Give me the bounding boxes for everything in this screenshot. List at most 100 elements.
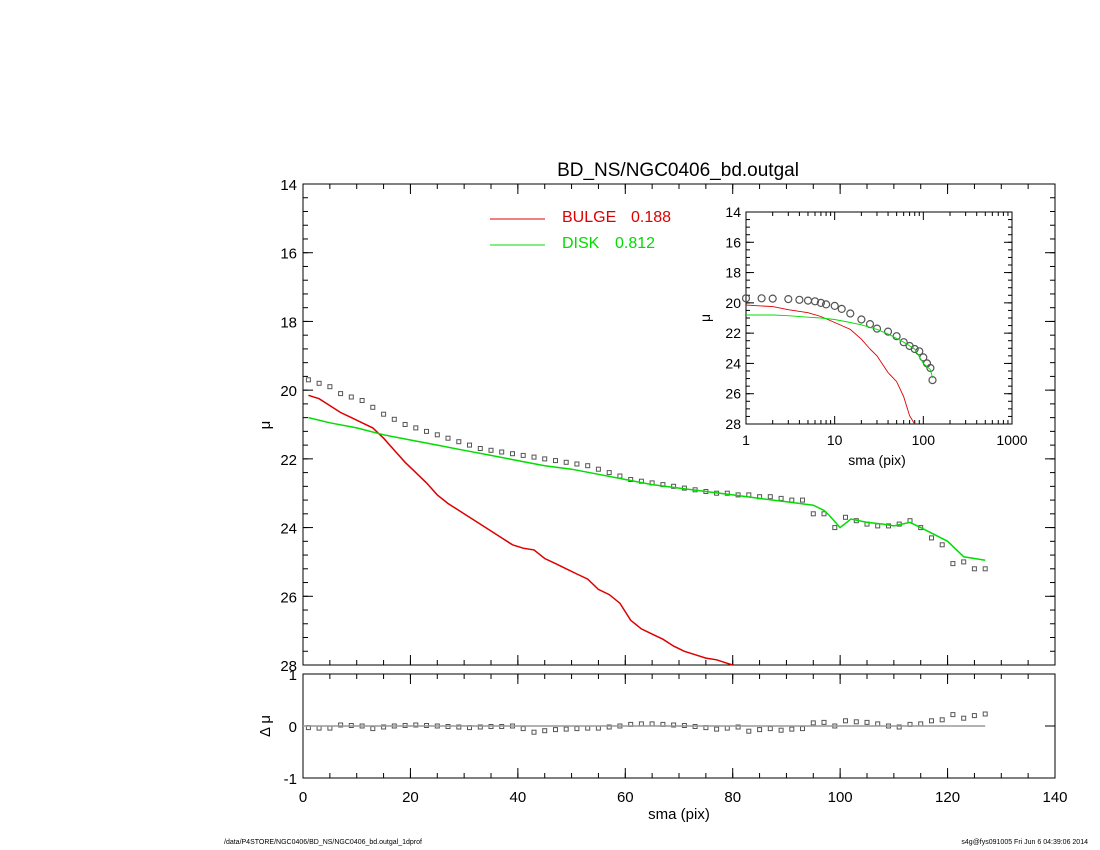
inset-y-tick-label: 26 <box>725 386 741 402</box>
main-y-tick-label: 28 <box>280 658 297 675</box>
residual-data-point <box>950 712 956 718</box>
inset-data-point <box>837 304 846 313</box>
main-data-point <box>821 511 827 517</box>
inset-y-axis-label: μ <box>697 314 713 322</box>
main-data-point <box>574 461 580 467</box>
inset-plot-axes: 14 16 18 20 22 24 26 281 10 100 1000 <box>725 204 1027 448</box>
main-data-point <box>789 497 795 503</box>
inset-x-tick-label: 1 <box>742 432 750 448</box>
main-data-point <box>778 495 784 501</box>
main-y-tick-label: 22 <box>280 452 297 469</box>
residual-y-axis-label: Δ μ <box>257 715 274 737</box>
main-data-point <box>563 459 569 465</box>
main-data-point <box>488 447 494 453</box>
main-data-point <box>767 494 773 500</box>
residual-data-point <box>413 722 419 728</box>
inset-data-point <box>830 301 839 310</box>
main-data-point <box>724 490 730 496</box>
residual-data-point <box>767 726 773 732</box>
residual-data-point <box>864 719 870 725</box>
legend-value-bulge: 0.188 <box>631 209 671 226</box>
inset-data-point <box>768 294 777 303</box>
residual-y-tick-label: 1 <box>289 667 297 684</box>
main-data-point <box>606 470 612 476</box>
main-data-point <box>413 425 419 431</box>
main-data-point <box>810 511 816 517</box>
main-data-point <box>381 411 387 417</box>
residual-data-point <box>929 718 934 724</box>
residual-plot-series <box>303 711 988 735</box>
x-tick-label: 80 <box>724 789 741 806</box>
main-plot-series <box>305 377 988 666</box>
main-y-axis-label: μ <box>257 421 274 430</box>
x-tick-label: 60 <box>617 789 634 806</box>
main-data-point <box>950 561 956 567</box>
inset-data-point <box>821 300 831 309</box>
chart-title: BD_NS/NGC0406_bd.outgal <box>557 160 799 181</box>
inset-data-point <box>846 309 855 318</box>
inset-y-tick-label: 22 <box>725 325 741 341</box>
residual-data-point <box>853 719 859 725</box>
main-data-point <box>982 566 988 572</box>
residual-data-point <box>778 727 784 733</box>
residual-data-point <box>531 729 537 735</box>
inset-y-tick-label: 16 <box>725 234 741 250</box>
residual-data-point <box>735 724 741 730</box>
residual-y-tick-label: -1 <box>284 771 297 788</box>
residual-data-point <box>821 719 827 725</box>
main-data-point <box>305 377 311 383</box>
main-data-point <box>800 497 805 503</box>
main-data-point <box>391 416 397 422</box>
main-data-point <box>424 428 429 434</box>
main-data-point <box>671 483 677 489</box>
footer-file-path: /data/P4STORE/NGC0406/BD_NS/NGC0406_bd.o… <box>224 839 422 846</box>
main-y-tick-label: 18 <box>280 314 297 331</box>
inset-y-tick-label: 18 <box>725 265 741 281</box>
main-data-point <box>456 439 462 445</box>
legend-label-bulge: BULGE <box>562 209 616 226</box>
main-plot-axes: 14 16 18 20 22 24 26 28 <box>280 177 1056 675</box>
residual-data-point <box>800 726 805 732</box>
inset-y-tick-label: 24 <box>725 355 741 371</box>
inset-x-tick-label: 1000 <box>996 432 1027 448</box>
residual-data-point <box>520 726 526 732</box>
inset-x-tick-label: 10 <box>827 432 843 448</box>
inset-data-point <box>757 294 766 303</box>
residual-data-point <box>563 726 569 732</box>
main-data-point <box>542 456 548 462</box>
main-data-point <box>585 463 591 469</box>
main-data-point <box>843 514 848 520</box>
residual-data-point <box>746 728 752 734</box>
legend-label-disk: DISK <box>562 235 600 252</box>
x-tick-label: 100 <box>828 789 853 806</box>
main-data-point <box>929 535 934 541</box>
main-data-point <box>595 466 601 472</box>
main-data-point <box>477 446 483 451</box>
residual-data-point <box>714 726 720 732</box>
inset-data-point <box>857 315 866 324</box>
main-data-point <box>348 394 354 400</box>
residual-data-point <box>542 728 548 734</box>
main-data-point <box>316 380 322 386</box>
main-data-point <box>961 559 967 565</box>
residual-data-point <box>789 726 795 732</box>
residual-data-point <box>671 722 677 728</box>
main-data-point <box>875 523 881 529</box>
main-data-point <box>434 432 440 438</box>
main-data-point <box>617 473 623 479</box>
x-tick-label: 0 <box>299 789 307 806</box>
residual-data-point <box>961 715 967 721</box>
main-data-point <box>467 442 472 448</box>
inset-data-point <box>926 363 935 373</box>
main-data-point <box>832 525 838 531</box>
inset-plot-series <box>741 294 937 425</box>
inset-data-point <box>816 298 826 307</box>
inset-disk-line <box>746 314 933 378</box>
legend: BULGE 0.188 DISK 0.812 <box>490 209 671 252</box>
main-disk-line <box>308 416 986 561</box>
main-data-point <box>370 404 376 410</box>
inset-y-tick-label: 28 <box>725 416 741 432</box>
main-data-point <box>531 454 537 460</box>
